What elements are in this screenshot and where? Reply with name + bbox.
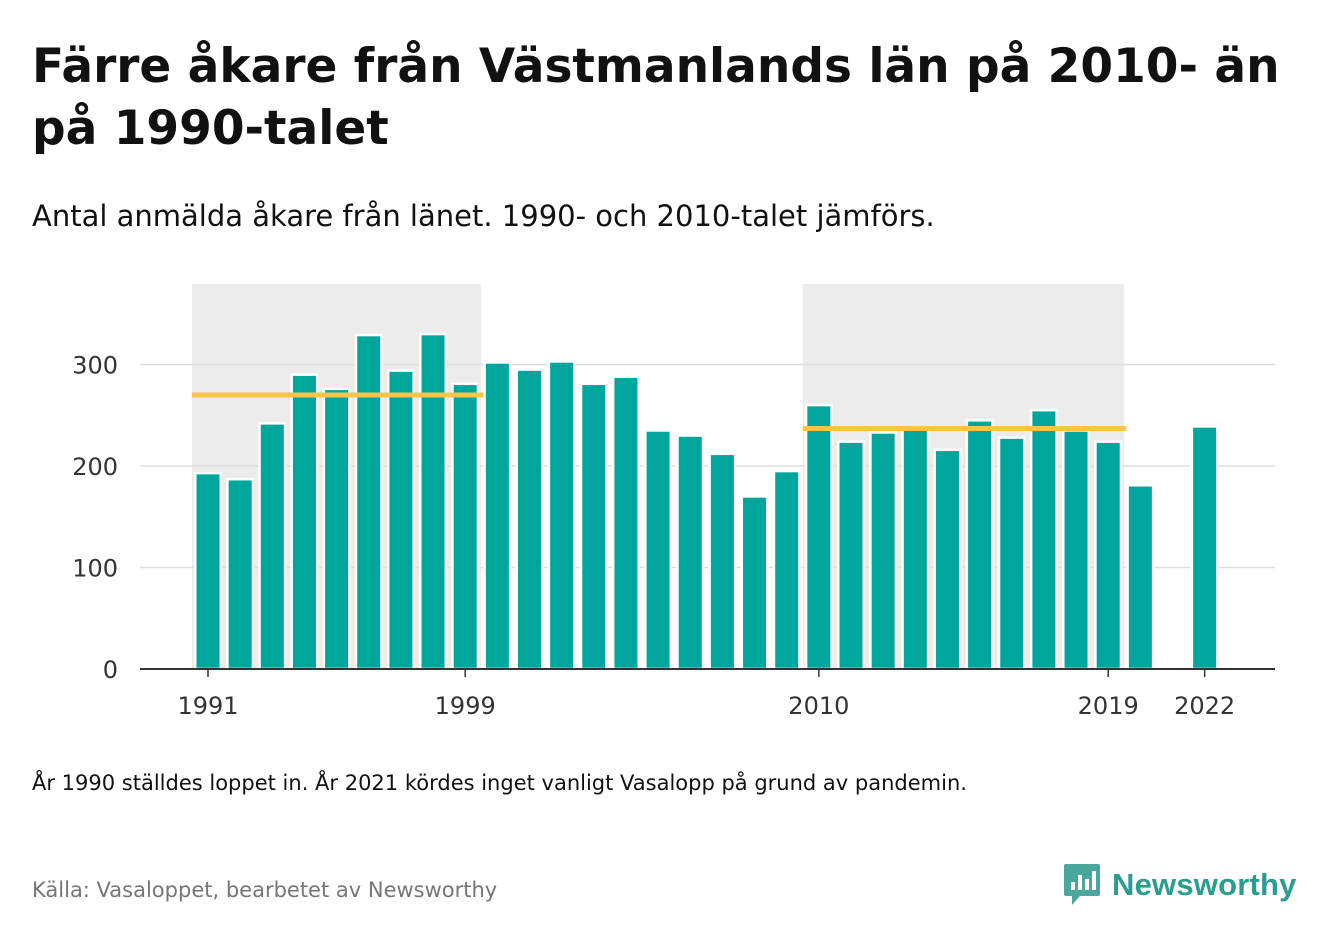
bar-2006: [676, 434, 705, 671]
bar-2004: [611, 375, 640, 671]
bar-2017: [1029, 408, 1058, 671]
bar-1994: [290, 373, 319, 671]
bar-2018: [1062, 429, 1091, 671]
chart-title: Färre åkare från Västmanlands län på 201…: [32, 39, 1280, 156]
bar-2008: [740, 495, 769, 671]
y-tick-label: 300: [72, 352, 118, 380]
source-credit: Källa: Vasaloppet, bearbetet av Newswort…: [32, 878, 498, 902]
bar-1991: [194, 471, 222, 671]
average-lines: [191, 392, 1127, 431]
bar-1997: [386, 369, 415, 671]
bar-2010: [804, 403, 833, 671]
bar-2003: [579, 382, 608, 671]
bar-2002: [547, 360, 576, 671]
chart-subtitle: Antal anmälda åkare från länet. 1990- oc…: [32, 199, 935, 233]
bar-2016: [997, 436, 1026, 671]
bar-2022: [1190, 425, 1219, 671]
bar-2019: [1094, 440, 1123, 671]
bar-2014: [933, 448, 962, 671]
bar-1995: [322, 387, 351, 671]
footnote: År 1990 ställdes loppet in. År 2021 körd…: [32, 771, 967, 795]
bar-1999: [451, 382, 480, 671]
bar-2020: [1126, 484, 1155, 671]
x-tick-label: 2019: [1078, 692, 1139, 720]
x-tick-label: 2010: [788, 692, 849, 720]
bar-2013: [901, 428, 930, 671]
bars: [194, 332, 1219, 671]
brand-name: Newsworthy: [1112, 867, 1297, 902]
bar-2005: [644, 429, 673, 671]
x-tick-label: 2022: [1174, 692, 1235, 720]
bar-1992: [226, 477, 255, 671]
bar-2009: [772, 469, 801, 671]
bar-1996: [354, 333, 383, 671]
bar-2007: [708, 452, 737, 671]
bar-2001: [515, 368, 544, 671]
brand-logo: Newsworthy: [1062, 860, 1297, 910]
bar-2012: [869, 431, 898, 671]
x-tick-label: 1999: [435, 692, 496, 720]
axes: 0 100 200 300 1991 1999 2010 2019 2022: [72, 352, 1275, 720]
y-tick-label: 100: [72, 555, 118, 583]
y-tick-label: 200: [72, 453, 118, 481]
bar-chart: 0 100 200 300 1991 1999 2010 2019 2022: [72, 284, 1275, 720]
bar-2011: [837, 440, 865, 671]
bar-2015: [965, 419, 994, 671]
bar-2000: [483, 361, 512, 671]
y-tick-label: 0: [103, 656, 118, 684]
x-tick-label: 1991: [177, 692, 238, 720]
newsworthy-logo-icon: [1064, 864, 1100, 905]
bar-1993: [258, 422, 287, 671]
bar-1998: [419, 332, 448, 671]
